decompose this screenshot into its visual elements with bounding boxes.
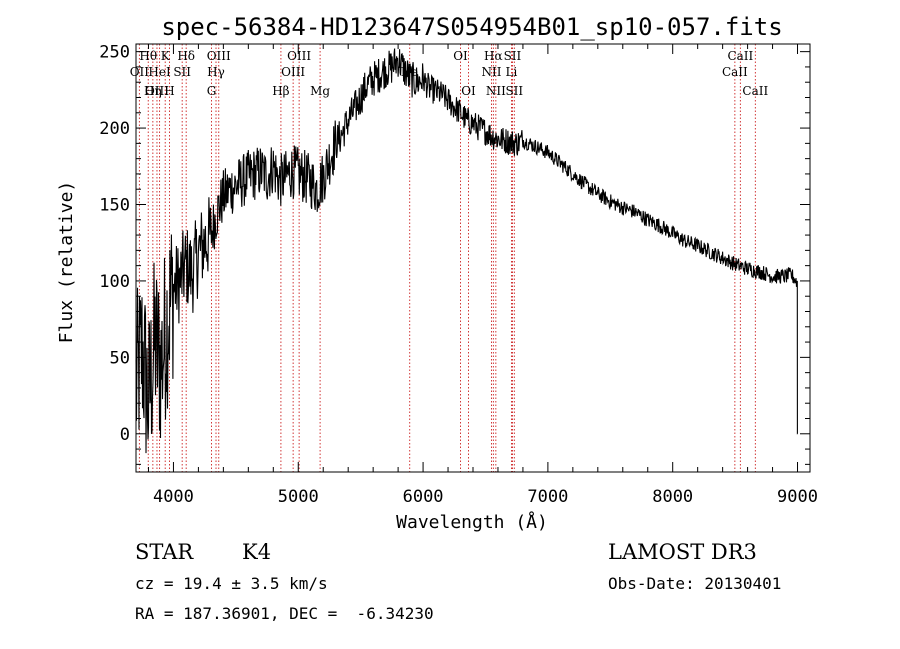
spectral-line-label: OIII [145,84,169,98]
observation-date: Obs-Date: 20130401 [608,574,782,593]
flux-series-line [135,48,798,454]
spectral-line-label: CaII [742,84,768,98]
spectral-line-label: Li [506,65,518,79]
object-subclass: K4 [242,540,272,564]
spectral-line-label: OIII [281,65,305,79]
spectral-line-label: Hα [484,49,503,63]
axis-ticks: 4000 5000 6000 7000 8000 9000 0 50 100 150 200 250 [99,43,818,507]
y-tick-label: 250 [99,43,130,63]
spectral-lines-layer [138,44,756,472]
x-tick-label: 6000 [403,487,444,507]
spectral-line-label: OIII [207,49,231,63]
x-tick-label: 9000 [777,487,818,507]
x-tick-label: 7000 [527,487,568,507]
survey-name: LAMOST DR3 [608,540,757,564]
spectral-line-label: NII [486,84,506,98]
spectral-line-label: Hθ [139,49,157,63]
spectral-line-label: H [164,84,174,98]
object-class: STAR [135,540,194,564]
chart-title: spec-56384-HD123647S054954B01_sp10-057.f… [161,13,782,41]
spectral-line-label: SII [505,84,523,98]
spectral-line-label: OI [461,84,476,98]
x-tick-label: 5000 [278,487,319,507]
spectral-line-label: Hη [144,84,162,98]
y-tick-label: 150 [99,196,130,216]
x-axis-label: Wavelength (Å) [396,511,548,533]
y-tick-label: 100 [99,272,130,292]
spectral-line-label: K [161,49,171,63]
x-tick-label: 4000 [153,487,194,507]
spectral-line-labels: Hθ OII OIII K HeI Hη SII H Hδ OIII Hγ G OIII OIII Hβ Mg… [130,49,769,98]
y-tick-label: 0 [120,425,130,445]
spectral-line-label: NII [481,65,501,79]
y-tick-label: 50 [110,348,130,368]
spectral-line-label: Hβ [272,84,289,98]
y-axis-label: Flux (relative) [56,181,77,344]
spectral-line-label: OI [453,49,468,63]
redshift-velocity: cz = 19.4 ± 3.5 km/s [135,574,328,593]
spectral-line-label: Mg [310,84,330,98]
spectral-line-label: OIII [287,49,311,63]
x-tick-label: 8000 [652,487,693,507]
y-tick-label: 200 [99,119,130,139]
spectral-line-label: SII [173,65,191,79]
spectral-line-label: CaII [727,49,753,63]
spectral-line-label: G [207,84,217,98]
spectral-line-label: HeI [148,65,171,79]
plot-frame [135,43,811,473]
spectral-line-label: Hγ [207,65,225,79]
coordinates: RA = 187.36901, DEC = -6.34230 [135,604,434,623]
spectral-line-label: OII [130,65,150,79]
spectral-line-label: SII [504,49,522,63]
spectral-line-label: CaII [722,65,748,79]
spectral-line-label: Hδ [177,49,195,63]
